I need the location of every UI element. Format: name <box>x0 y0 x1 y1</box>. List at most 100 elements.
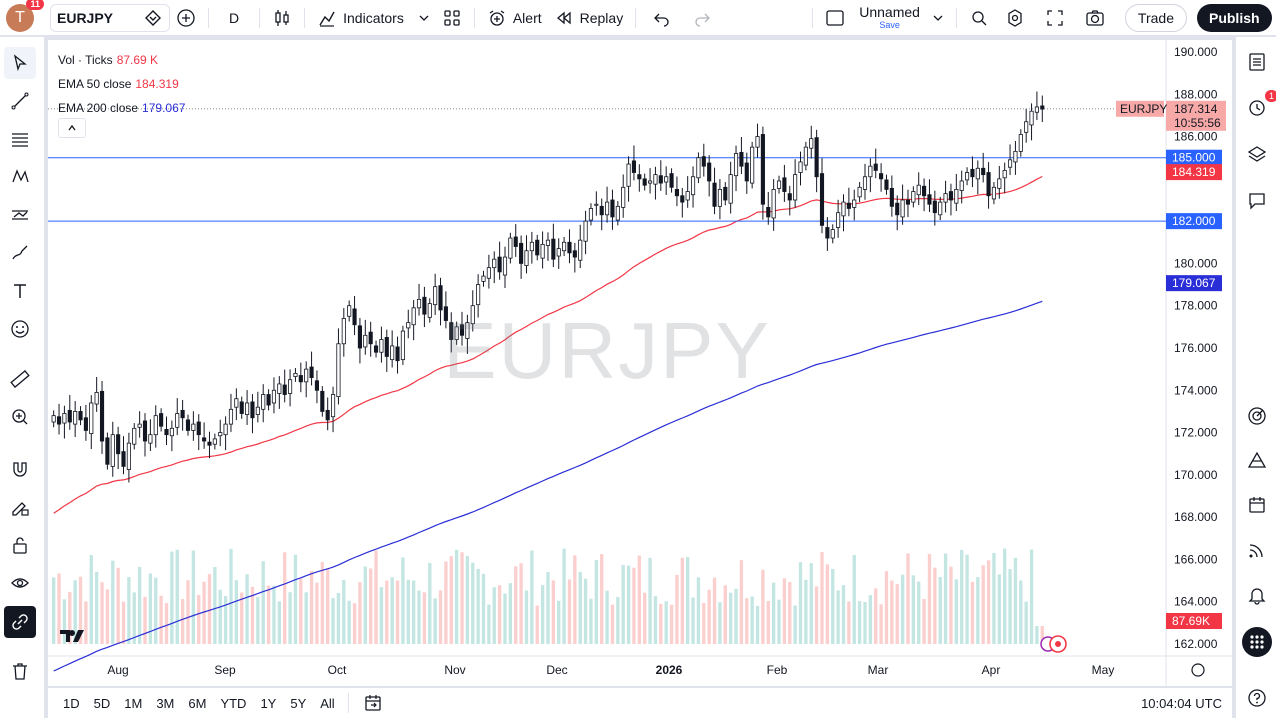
interval-button[interactable]: D <box>215 0 253 36</box>
watchlist-button[interactable] <box>1242 47 1272 77</box>
fullscreen-button[interactable] <box>1035 0 1075 36</box>
candle-body <box>110 434 115 467</box>
price-chart[interactable]: 190.000 188.000 186.000 180.000 178.000 176.0… <box>48 40 1232 686</box>
help-button[interactable] <box>1242 683 1272 713</box>
symbol-search[interactable]: EURJPY <box>50 3 170 32</box>
compare-diamond-icon[interactable] <box>143 8 163 28</box>
price-tag-ema200-bg <box>1166 275 1222 292</box>
range-all[interactable]: All <box>320 695 335 711</box>
candle-body <box>288 379 293 394</box>
range-1d[interactable]: 1D <box>63 695 80 711</box>
volume-bar <box>535 605 539 644</box>
chart-type-button[interactable] <box>266 0 298 36</box>
legend-ema50[interactable]: EMA 50 close 184.319 <box>58 72 185 96</box>
add-symbol-button[interactable] <box>170 0 202 36</box>
chevron-down-icon[interactable] <box>932 12 944 24</box>
lock-drawings-tool[interactable] <box>4 529 36 561</box>
text-tool[interactable] <box>4 275 36 307</box>
volume-bar <box>390 577 394 644</box>
replay-button[interactable]: Replay <box>548 0 630 36</box>
candle-body <box>175 413 180 428</box>
cursor-tool[interactable] <box>4 47 36 79</box>
candle-body <box>126 442 131 470</box>
candle-body <box>631 160 637 173</box>
range-6m[interactable]: 6M <box>188 695 207 711</box>
price-tick-label: 180.000 <box>1174 256 1218 270</box>
candle-body <box>997 178 1002 189</box>
range-1y[interactable]: 1Y <box>260 695 277 711</box>
publish-button[interactable]: Publish <box>1196 3 1272 32</box>
link-icon <box>12 614 28 630</box>
time-label: Feb <box>767 663 788 677</box>
measure-tool[interactable] <box>4 363 36 395</box>
undo-button[interactable] <box>642 0 682 36</box>
forecast-tool[interactable] <box>4 199 36 231</box>
streams-button[interactable] <box>1242 535 1272 565</box>
zoom-tool[interactable] <box>4 401 36 433</box>
candle-body <box>1034 106 1039 113</box>
object-tree-button[interactable] <box>1242 139 1272 169</box>
volume-bar <box>949 566 953 644</box>
candle-body <box>776 180 782 189</box>
trade-button[interactable]: Trade <box>1124 3 1187 32</box>
mountain-icon <box>1247 451 1267 468</box>
snapshot-button[interactable] <box>1075 0 1115 36</box>
candle-body <box>470 305 475 325</box>
candle-body <box>250 401 255 419</box>
volume-bar <box>1035 626 1039 644</box>
candle-body <box>798 161 803 173</box>
legend-ema200[interactable]: EMA 200 close 179.067 <box>58 96 185 120</box>
volume-bar <box>347 600 351 644</box>
range-5y[interactable]: 5Y <box>290 695 307 711</box>
range-1m[interactable]: 1M <box>124 695 143 711</box>
volume-bar <box>632 567 636 644</box>
user-avatar[interactable]: T 11 <box>6 0 44 32</box>
templates-button[interactable] <box>436 0 468 36</box>
ideas-button[interactable] <box>1242 445 1272 475</box>
volume-bar <box>933 567 937 644</box>
emoji-tool[interactable] <box>4 313 36 345</box>
sync-drawings-tool[interactable] <box>4 606 36 638</box>
brush-tool[interactable] <box>4 237 36 269</box>
products-button[interactable] <box>1242 627 1272 657</box>
chevron-down-icon[interactable] <box>418 12 430 24</box>
stay-drawing-tool[interactable] <box>4 491 36 523</box>
volume-bar <box>696 577 701 644</box>
trendline-tool[interactable] <box>4 85 36 117</box>
volume-bar <box>514 566 518 644</box>
redo-button[interactable] <box>682 0 722 36</box>
alert-button[interactable]: Alert <box>481 0 548 36</box>
magnet-tool[interactable] <box>4 453 36 485</box>
range-ytd[interactable]: YTD <box>220 695 247 711</box>
volume-bar <box>960 549 964 644</box>
volume-bar <box>879 604 883 644</box>
settings-button[interactable] <box>995 0 1035 36</box>
pattern-tool[interactable] <box>4 161 36 193</box>
range-5d[interactable]: 5D <box>93 695 111 711</box>
quick-search-button[interactable] <box>963 0 995 36</box>
goto-date-icon[interactable] <box>363 693 383 713</box>
range-3m[interactable]: 3M <box>156 695 175 711</box>
indicators-button[interactable]: Indicators <box>311 0 436 36</box>
alert-label: Alert <box>512 9 542 26</box>
utc-clock[interactable]: 10:04:04 UTC <box>1141 696 1222 711</box>
layout-name[interactable]: Unnamed Save <box>859 5 920 30</box>
legend-volume[interactable]: Vol · Ticks 87.69 K <box>58 48 185 72</box>
dots-grid-icon <box>1250 635 1264 649</box>
hotlists-button[interactable] <box>1242 401 1272 431</box>
legend-collapse-button[interactable] <box>58 118 86 138</box>
alarm-clock-icon <box>1249 100 1265 116</box>
event-markers-icon[interactable] <box>1038 634 1074 654</box>
hide-drawings-tool[interactable] <box>4 567 36 599</box>
calendar-button[interactable] <box>1242 490 1272 520</box>
layout-menu[interactable]: Unnamed Save <box>819 0 950 36</box>
volume-bar <box>336 593 341 644</box>
fib-tool[interactable] <box>4 123 36 155</box>
chart-panel[interactable]: 190.000 188.000 186.000 180.000 178.000 176.0… <box>48 40 1232 686</box>
notifications-button[interactable] <box>1242 580 1272 610</box>
volume-bar <box>1008 569 1012 644</box>
volume-bar <box>234 580 239 644</box>
alerts-panel-button[interactable]: 1 <box>1242 90 1276 122</box>
remove-drawings-tool[interactable] <box>4 655 36 687</box>
chats-button[interactable] <box>1242 186 1272 216</box>
